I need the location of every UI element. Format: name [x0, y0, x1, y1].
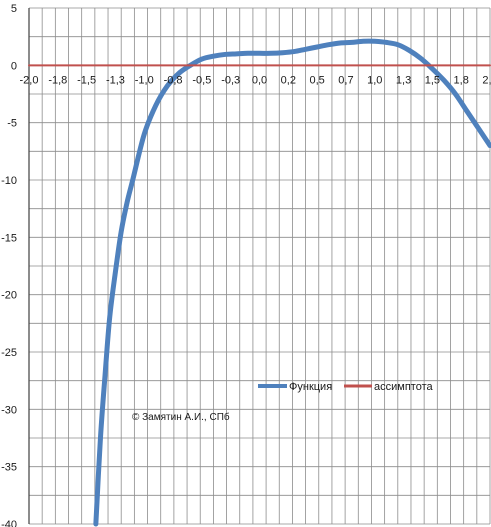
legend: Функция ассимптота — [258, 381, 433, 393]
y-tick-label: -20 — [1, 290, 17, 302]
x-tick-label: 1,0 — [367, 74, 382, 86]
y-tick-label: 5 — [11, 3, 17, 15]
legend-label-asymptote: ассимптота — [374, 381, 433, 393]
x-tick-label: -1,5 — [77, 74, 96, 86]
x-tick-label: -0,3 — [221, 74, 240, 86]
x-tick-label: 0,2 — [281, 74, 296, 86]
y-tick-label: -15 — [1, 232, 17, 244]
series-line-function — [93, 38, 491, 527]
y-tick-labels: 5 0 -5 -10 -15 -20 -25 -30 -35 -40 — [1, 3, 17, 527]
grid — [28, 7, 491, 525]
y-tick-label: -5 — [7, 118, 17, 130]
y-tick-label: -35 — [1, 462, 17, 474]
x-tick-label: -1,3 — [106, 74, 125, 86]
x-tick-label: 2,0 — [482, 74, 491, 86]
x-tick-labels: -2,0 -1,8 -1,5 -1,3 -1,0 -0,8 -0,5 -0,3 0,0 0,2 0,… — [20, 74, 491, 86]
y-tick-label: -10 — [1, 175, 17, 187]
x-tick-label: -0,8 — [164, 74, 183, 86]
x-tick-label: 1,5 — [425, 74, 440, 86]
x-tick-label: 0,7 — [338, 74, 353, 86]
y-tick-label: -25 — [1, 347, 17, 359]
y-tick-label: 0 — [11, 60, 17, 72]
x-tick-label: -1,8 — [48, 74, 67, 86]
legend-label-function: Функция — [289, 381, 332, 393]
x-tick-label: 0,5 — [309, 74, 324, 86]
series-lines — [28, 38, 491, 527]
y-tick-label: -30 — [1, 404, 17, 416]
x-tick-label: -2,0 — [20, 74, 39, 86]
x-tick-label: 0,0 — [252, 74, 267, 86]
x-tick-label: -0,5 — [192, 74, 211, 86]
x-tick-label: 1,3 — [396, 74, 411, 86]
y-tick-label: -40 — [1, 519, 17, 527]
x-tick-label: 1,8 — [454, 74, 469, 86]
x-tick-label: -1,0 — [135, 74, 154, 86]
copyright-annotation: © Замятин А.И., СПб — [132, 411, 230, 423]
